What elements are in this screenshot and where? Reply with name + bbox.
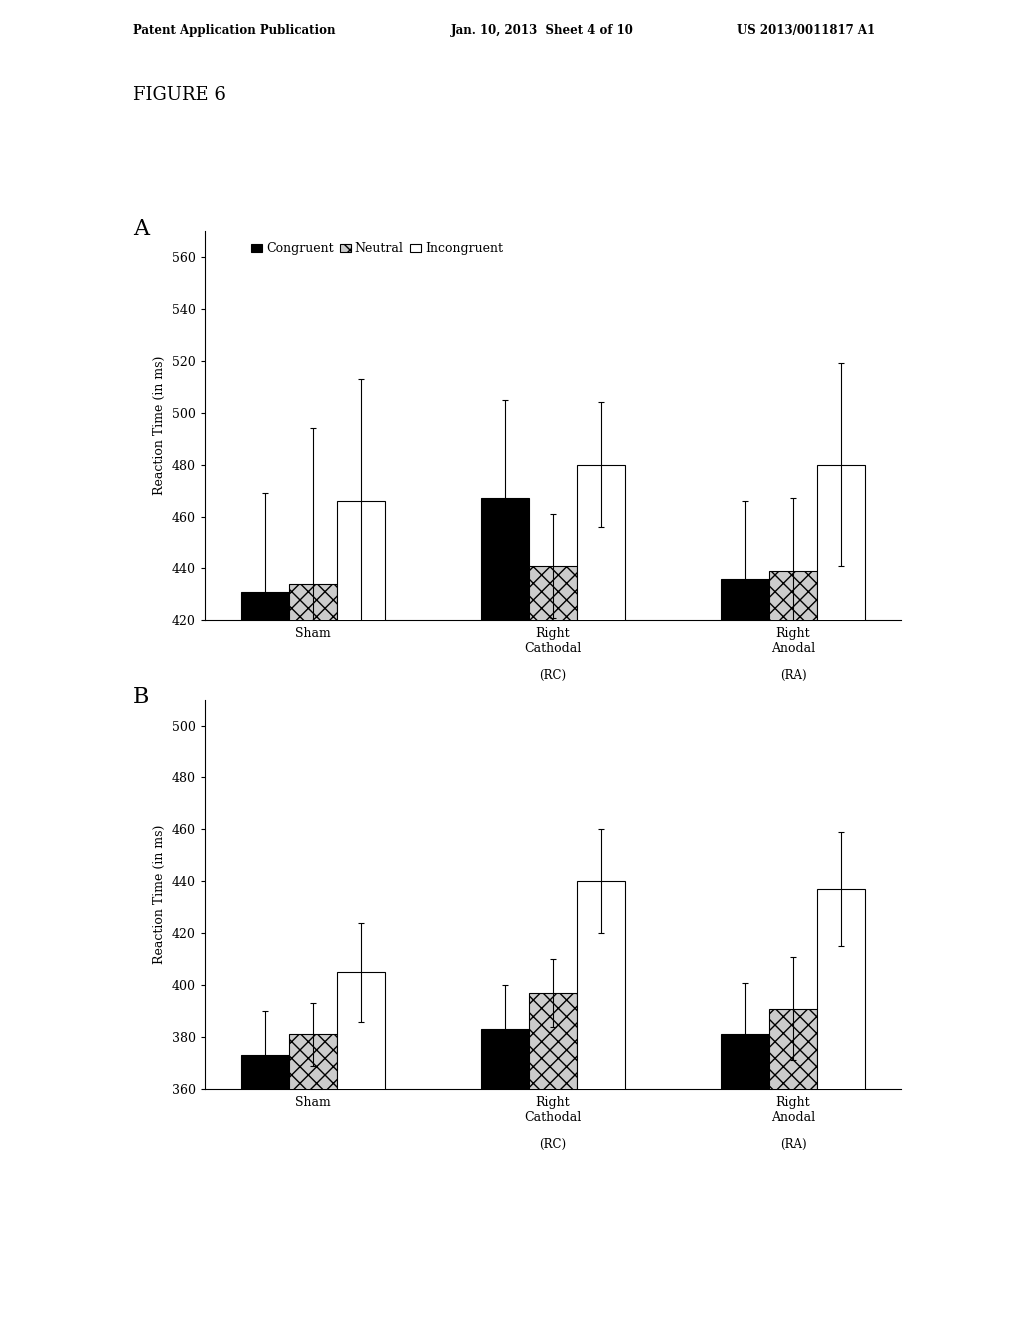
Y-axis label: Reaction Time (in ms): Reaction Time (in ms)	[154, 825, 166, 964]
Text: FIGURE 6: FIGURE 6	[133, 86, 226, 104]
Text: US 2013/0011817 A1: US 2013/0011817 A1	[737, 24, 876, 37]
Text: Right
Cathodal: Right Cathodal	[524, 627, 582, 655]
Bar	[337, 972, 385, 1320]
Bar	[769, 1008, 817, 1320]
Bar	[577, 465, 625, 1320]
Text: (RC): (RC)	[540, 1138, 566, 1151]
Bar	[529, 566, 577, 1320]
Legend: Congruent, Neutral, Incongruent: Congruent, Neutral, Incongruent	[246, 238, 508, 260]
Bar	[721, 579, 769, 1320]
Text: (RC): (RC)	[540, 669, 566, 682]
Text: Patent Application Publication: Patent Application Publication	[133, 24, 336, 37]
Bar	[241, 591, 289, 1320]
Bar	[289, 583, 337, 1320]
Bar	[481, 1030, 529, 1320]
Text: (RA): (RA)	[779, 1138, 806, 1151]
Bar	[577, 882, 625, 1320]
Text: A: A	[133, 218, 150, 240]
Bar	[817, 890, 865, 1320]
Text: B: B	[133, 686, 150, 709]
Text: Sham: Sham	[295, 1096, 331, 1109]
Bar	[289, 1035, 337, 1320]
Text: Right
Anodal: Right Anodal	[771, 1096, 815, 1123]
Text: Right
Cathodal: Right Cathodal	[524, 1096, 582, 1123]
Bar	[529, 993, 577, 1320]
Text: Sham: Sham	[295, 627, 331, 640]
Bar	[769, 572, 817, 1320]
Y-axis label: Reaction Time (in ms): Reaction Time (in ms)	[154, 356, 166, 495]
Bar	[241, 1055, 289, 1320]
Bar	[721, 1035, 769, 1320]
Bar	[481, 499, 529, 1320]
Bar	[817, 465, 865, 1320]
Text: Right
Anodal: Right Anodal	[771, 627, 815, 655]
Bar	[337, 502, 385, 1320]
Text: Jan. 10, 2013  Sheet 4 of 10: Jan. 10, 2013 Sheet 4 of 10	[451, 24, 634, 37]
Text: (RA): (RA)	[779, 669, 806, 682]
